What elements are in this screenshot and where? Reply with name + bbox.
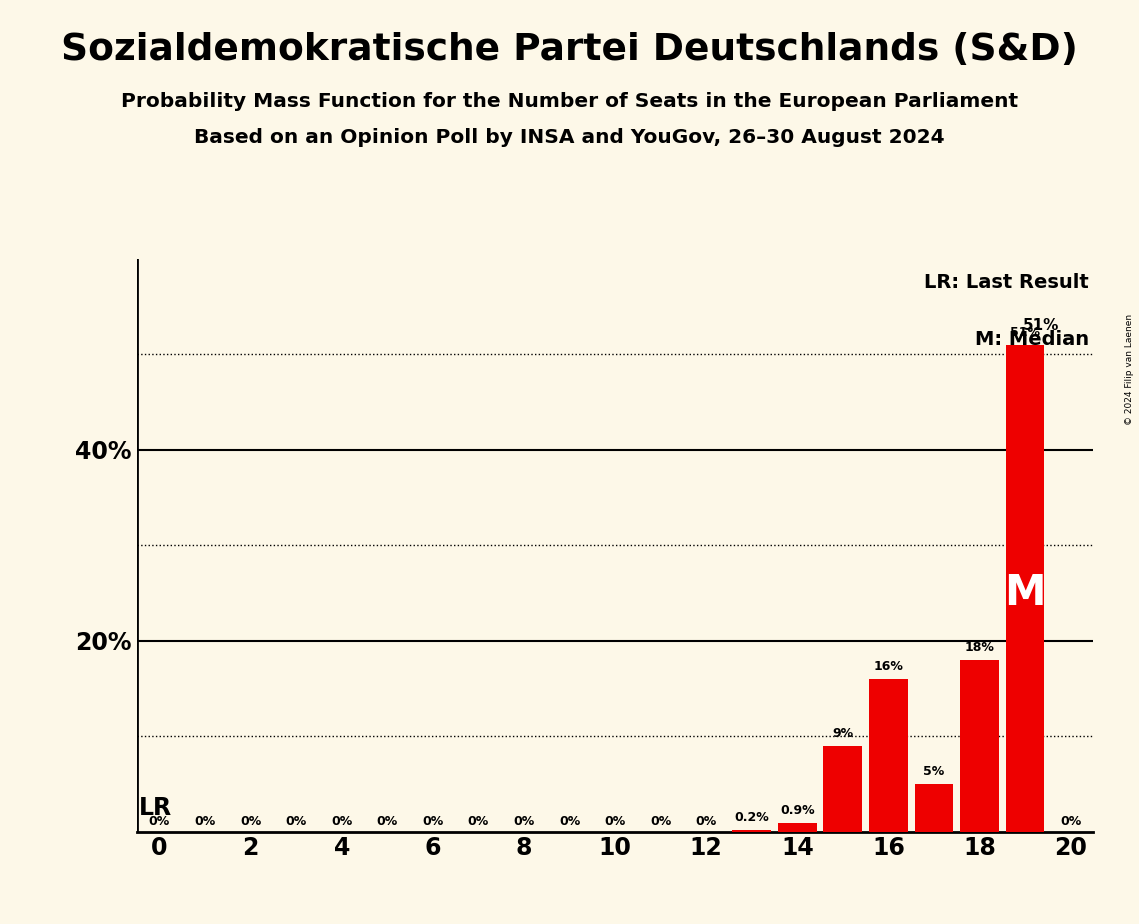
- Text: 0%: 0%: [377, 815, 398, 828]
- Bar: [778, 823, 817, 832]
- Text: 0%: 0%: [240, 815, 261, 828]
- Text: 0%: 0%: [1060, 815, 1081, 828]
- Text: 9%: 9%: [833, 727, 853, 740]
- Text: 0%: 0%: [195, 815, 215, 828]
- Text: M: M: [1005, 572, 1046, 614]
- Text: Probability Mass Function for the Number of Seats in the European Parliament: Probability Mass Function for the Number…: [121, 92, 1018, 112]
- Text: LR: LR: [139, 796, 172, 821]
- Text: 0%: 0%: [286, 815, 306, 828]
- Bar: [732, 830, 771, 832]
- Text: 0%: 0%: [423, 815, 443, 828]
- Bar: [1006, 345, 1044, 832]
- Bar: [823, 746, 862, 832]
- Text: 5%: 5%: [924, 765, 944, 778]
- Text: 51%: 51%: [1023, 318, 1059, 333]
- Text: © 2024 Filip van Laenen: © 2024 Filip van Laenen: [1125, 314, 1134, 425]
- Text: 0%: 0%: [514, 815, 534, 828]
- Bar: [960, 660, 999, 832]
- Bar: [915, 784, 953, 832]
- Text: 0%: 0%: [149, 815, 170, 828]
- Text: 0%: 0%: [559, 815, 580, 828]
- Text: 0%: 0%: [331, 815, 352, 828]
- Text: 0%: 0%: [468, 815, 489, 828]
- Text: M: Median: M: Median: [975, 331, 1089, 349]
- Text: 0.9%: 0.9%: [780, 804, 814, 817]
- Text: 51%: 51%: [1010, 326, 1040, 339]
- Text: 0.2%: 0.2%: [735, 811, 769, 824]
- Text: Based on an Opinion Poll by INSA and YouGov, 26–30 August 2024: Based on an Opinion Poll by INSA and You…: [194, 128, 945, 147]
- Text: 18%: 18%: [965, 641, 994, 654]
- Bar: [869, 679, 908, 832]
- Text: Sozialdemokratische Partei Deutschlands (S&D): Sozialdemokratische Partei Deutschlands …: [62, 32, 1077, 68]
- Text: LR: Last Result: LR: Last Result: [924, 274, 1089, 292]
- Text: 0%: 0%: [650, 815, 671, 828]
- Text: 16%: 16%: [874, 660, 903, 673]
- Text: 0%: 0%: [605, 815, 625, 828]
- Text: 0%: 0%: [696, 815, 716, 828]
